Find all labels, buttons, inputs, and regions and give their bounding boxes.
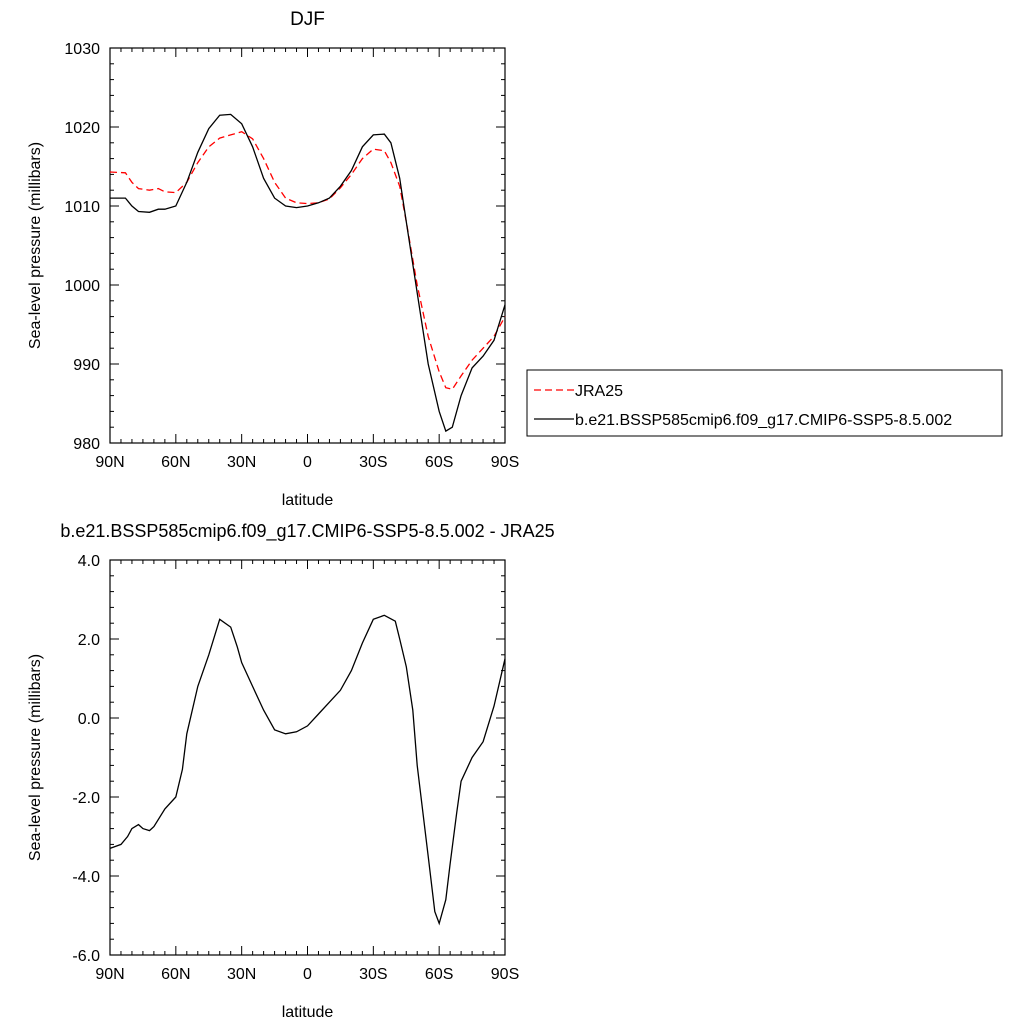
y-tick-label: 4.0 <box>78 553 100 570</box>
y-tick-label: 2.0 <box>78 632 100 649</box>
x-tick-label: 30N <box>227 966 256 983</box>
x-tick-label: 90S <box>491 966 519 983</box>
y-tick-label: 0.0 <box>78 711 100 728</box>
x-tick-label: 0 <box>303 454 312 471</box>
y-tick-label: 1030 <box>64 41 100 58</box>
series-line-difference <box>109 614 506 926</box>
x-tick-label: 60N <box>161 454 190 471</box>
legend: JRA25 b.e21.BSSP585cmip6.f09_g17.CMIP6-SS… <box>526 369 1003 437</box>
y-tick-label: 990 <box>73 357 100 374</box>
chart-title: b.e21.BSSP585cmip6.f09_g17.CMIP6-SSP5-8.… <box>60 521 554 542</box>
y-tick-label: 1000 <box>64 278 100 295</box>
x-tick-label: 30S <box>359 966 387 983</box>
x-tick-label: 60S <box>425 454 453 471</box>
y-tick-label: -6.0 <box>72 948 100 965</box>
plot-frame <box>109 47 506 444</box>
y-tick-label: 1020 <box>64 120 100 137</box>
x-tick-label: 90N <box>95 454 124 471</box>
x-tick-label: 60N <box>161 966 190 983</box>
series-line-model <box>110 113 506 433</box>
x-axis-label: latitude <box>282 1004 334 1021</box>
legend-entry: JRA25 <box>575 383 623 400</box>
x-tick-label: 30S <box>359 454 387 471</box>
difference-panel: b.e21.BSSP585cmip6.f09_g17.CMIP6-SSP5-8.… <box>27 521 555 1021</box>
x-tick-label: 60S <box>425 966 453 983</box>
chart-title: DJF <box>290 9 325 30</box>
legend-entry: b.e21.BSSP585cmip6.f09_g17.CMIP6-SSP5-8.… <box>575 412 952 429</box>
y-axis-label: Sea-level pressure (millibars) <box>27 654 44 861</box>
x-tick-label: 90S <box>491 454 519 471</box>
x-tick-label: 0 <box>303 966 312 983</box>
y-tick-label: -2.0 <box>72 790 100 807</box>
x-tick-label: 30N <box>227 454 256 471</box>
y-axis-label: Sea-level pressure (millibars) <box>27 142 44 349</box>
djf-panel: DJF 90N 60N 30N 0 30S 60S 90S 980 990 1000 1010 1020… <box>27 9 519 509</box>
y-tick-label: -4.0 <box>72 869 100 886</box>
y-tick-label: 980 <box>73 436 100 453</box>
x-tick-label: 90N <box>95 966 124 983</box>
legend-box <box>526 369 1003 437</box>
y-tick-label: 1010 <box>64 199 100 216</box>
series-line-jra25 <box>109 130 506 391</box>
x-axis-label: latitude <box>282 492 334 509</box>
